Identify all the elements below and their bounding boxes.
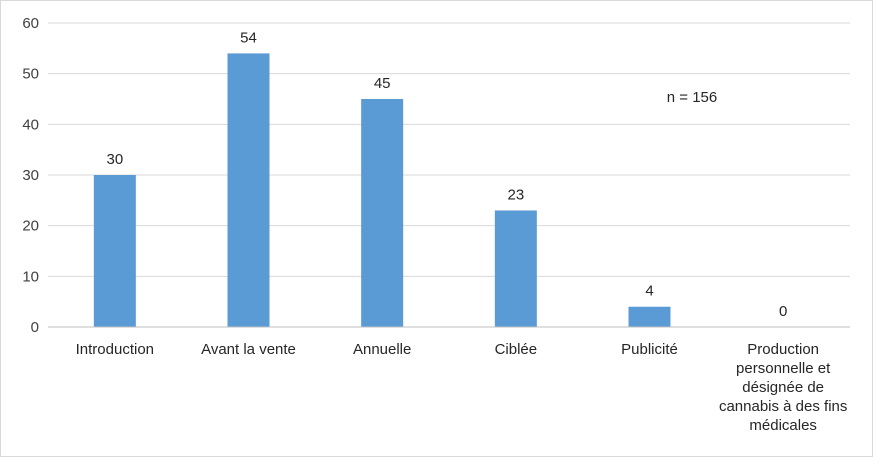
- data-labels: 30 54 45 23 4 0: [106, 29, 787, 320]
- y-tick-label: 0: [31, 319, 39, 336]
- y-tick-label: 30: [22, 167, 39, 184]
- data-label: 30: [106, 151, 123, 168]
- data-label: 54: [240, 29, 257, 46]
- data-label: 4: [645, 283, 653, 300]
- data-label: 0: [779, 303, 787, 320]
- bar: [93, 175, 136, 327]
- x-category-label: Avant la vente: [201, 341, 296, 358]
- x-category-label: Publicité: [621, 341, 678, 358]
- y-tick-label: 60: [22, 15, 39, 32]
- data-label: 45: [374, 75, 391, 92]
- data-label: 23: [507, 186, 524, 203]
- bar: [361, 99, 404, 327]
- gridlines: [48, 22, 850, 328]
- y-tick-label: 40: [22, 116, 39, 133]
- x-category-label: Ciblée: [495, 341, 538, 358]
- y-axis: 0 10 20 30 40 50 60: [22, 15, 39, 336]
- y-tick-label: 20: [22, 218, 39, 235]
- x-category-label: Introduction: [76, 341, 154, 358]
- y-tick-label: 50: [22, 66, 39, 83]
- y-tick-label: 10: [22, 268, 39, 285]
- bar: [628, 306, 671, 327]
- bars: [93, 53, 671, 328]
- x-category-label: Annuelle: [353, 341, 411, 358]
- x-axis: Introduction Avant la vente Annuelle Ciblée…: [48, 326, 850, 434]
- bar: [494, 210, 537, 327]
- bar: [227, 53, 270, 328]
- sample-size-note: n = 156: [667, 89, 717, 106]
- x-category-label: Production personnelle et désignée de canna…: [719, 341, 847, 434]
